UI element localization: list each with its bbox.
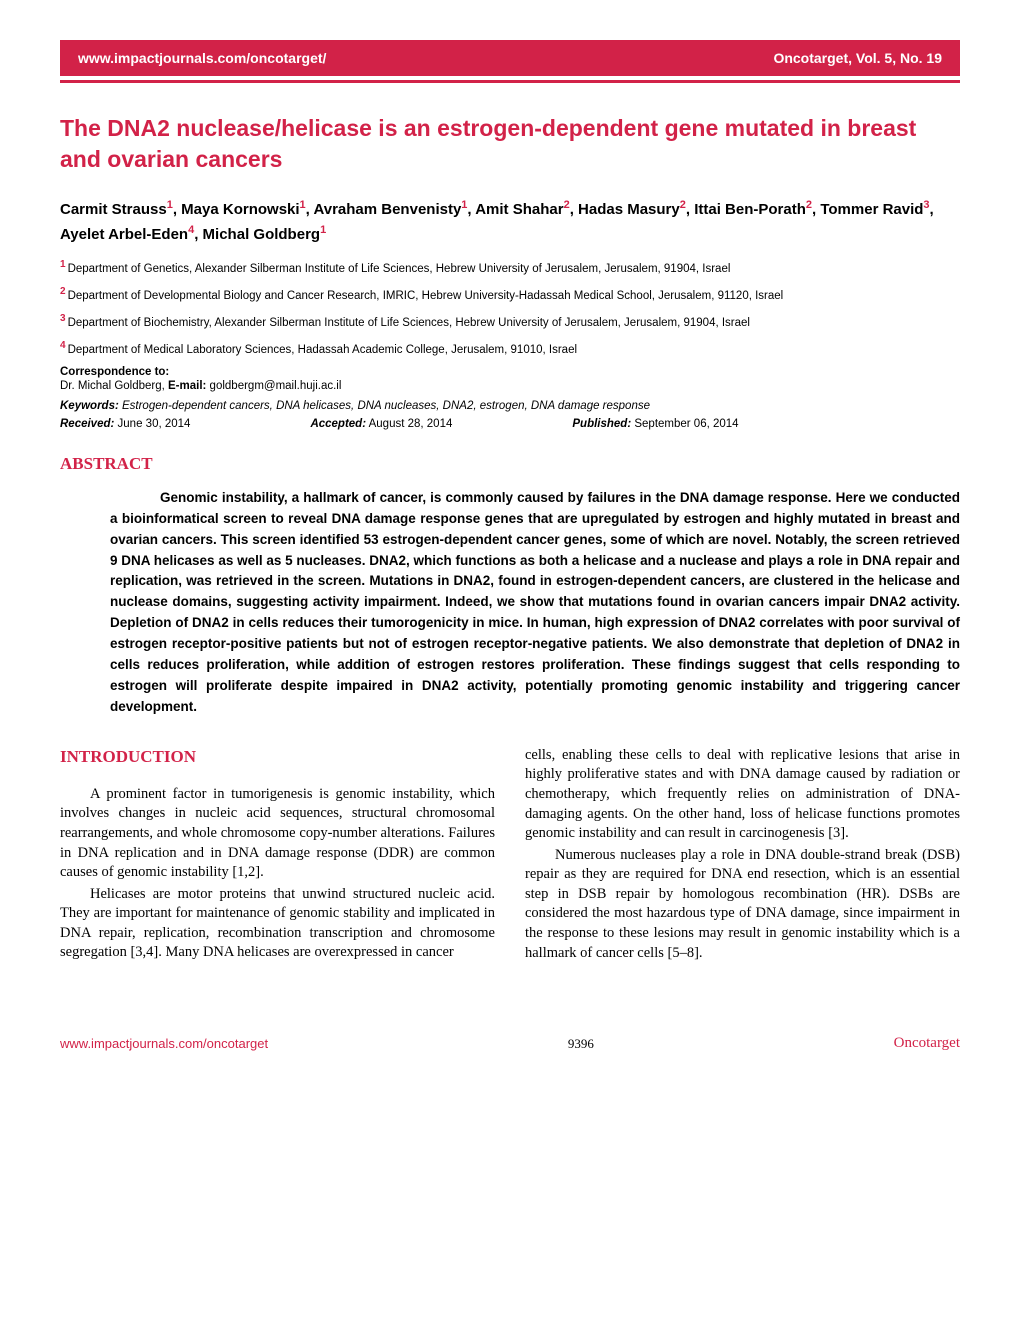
abstract-text: Genomic instability, a hallmark of cance…	[110, 488, 960, 718]
affiliation-4: 4Department of Medical Laboratory Scienc…	[60, 339, 960, 358]
footer-journal: Oncotarget	[894, 1035, 960, 1052]
intro-columns: INTRODUCTION A prominent factor in tumor…	[60, 746, 960, 965]
affiliation-2: 2Department of Developmental Biology and…	[60, 285, 960, 304]
intro-p3: cells, enabling these cells to deal with…	[525, 746, 960, 844]
page-footer: www.impactjournals.com/oncotarget 9396 O…	[60, 1035, 960, 1052]
intro-col-left: INTRODUCTION A prominent factor in tumor…	[60, 746, 495, 965]
intro-heading: INTRODUCTION	[60, 746, 495, 769]
header-journal: Oncotarget, Vol. 5, No. 19	[773, 50, 942, 66]
footer-page: 9396	[568, 1036, 594, 1052]
date-published: Published: September 06, 2014	[572, 418, 738, 430]
keywords: Keywords: Estrogen-dependent cancers, DN…	[60, 400, 960, 412]
intro-p4: Numerous nucleases play a role in DNA do…	[525, 846, 960, 963]
date-accepted: Accepted: August 28, 2014	[310, 418, 452, 430]
correspondence-text: Dr. Michal Goldberg, E-mail: goldbergm@m…	[60, 380, 960, 392]
footer-url: www.impactjournals.com/oncotarget	[60, 1036, 268, 1051]
affiliation-1: 1Department of Genetics, Alexander Silbe…	[60, 258, 960, 277]
affiliation-3: 3Department of Biochemistry, Alexander S…	[60, 312, 960, 331]
header-bar: www.impactjournals.com/oncotarget/ Oncot…	[60, 40, 960, 76]
dates-row: Received: June 30, 2014 Accepted: August…	[60, 418, 960, 430]
abstract-heading: ABSTRACT	[60, 454, 960, 474]
correspondence-label: Correspondence to:	[60, 366, 960, 378]
intro-p2: Helicases are motor proteins that unwind…	[60, 885, 495, 963]
header-underline	[60, 80, 960, 83]
article-title: The DNA2 nuclease/helicase is an estroge…	[60, 113, 960, 175]
authors-list: Carmit Strauss1, Maya Kornowski1, Avraha…	[60, 197, 960, 246]
date-received: Received: June 30, 2014	[60, 418, 190, 430]
header-url: www.impactjournals.com/oncotarget/	[78, 50, 326, 66]
intro-col-right: cells, enabling these cells to deal with…	[525, 746, 960, 965]
intro-p1: A prominent factor in tumorigenesis is g…	[60, 785, 495, 883]
